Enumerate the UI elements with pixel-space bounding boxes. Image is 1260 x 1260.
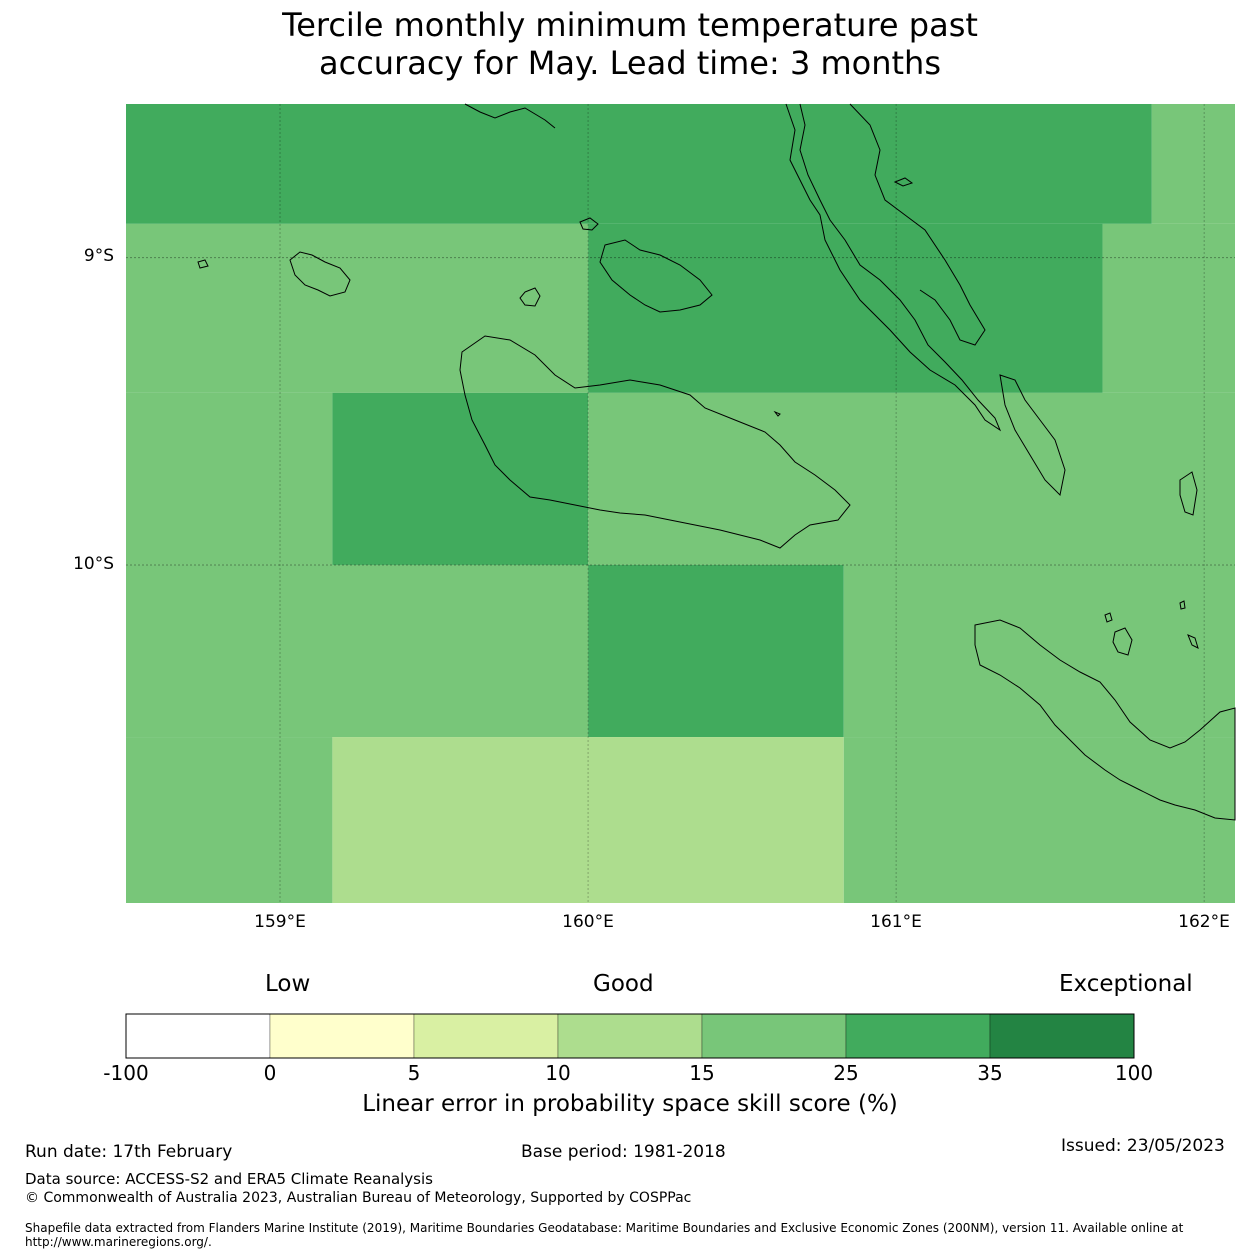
coastlines [197, 103, 1236, 821]
grid-cell [1151, 104, 1235, 224]
colorbar-tick: 10 [545, 1061, 571, 1085]
coastline-guadalcanal [459, 335, 851, 549]
colorbar-tick: -100 [103, 1061, 149, 1085]
colorbar-bin [989, 1013, 1135, 1059]
run-date: Run date: 17th February [25, 1142, 233, 1162]
colorbar-bin [557, 1013, 703, 1059]
coastline-san-jorge [999, 374, 1066, 497]
grid-cell [332, 737, 844, 903]
grid-cell [126, 392, 333, 565]
base-period: Base period: 1981-2018 [521, 1142, 726, 1162]
grid-cell [332, 392, 589, 565]
category-low: Low [265, 971, 311, 997]
coastline-north-island [849, 103, 986, 346]
shapefile-credit-line-2: http://www.marineregions.org/. [25, 1235, 212, 1249]
copyright: © Commonwealth of Australia 2023, Austra… [25, 1190, 692, 1206]
issued-date: Issued: 23/05/2023 [1061, 1136, 1225, 1156]
coastline-santa-isabel [785, 103, 1002, 432]
coastline-islet-6 [464, 103, 556, 129]
grid-cell [843, 564, 1235, 738]
colorbar-tick: 35 [977, 1061, 1003, 1085]
lat-label-9s: 9°S [83, 246, 114, 266]
coastline-small-malaita [1179, 471, 1198, 516]
lon-label-159e: 159°E [254, 912, 306, 932]
grid-cell [588, 564, 844, 738]
coastline-florida-islands [599, 239, 713, 313]
coastline-islet-3 [1187, 634, 1199, 649]
grid-cell [126, 737, 333, 903]
coastline-ulawa [1112, 627, 1133, 656]
colorbar-tick: 15 [689, 1061, 715, 1085]
coastline-islet-4 [579, 217, 599, 231]
colorbar-label: Linear error in probability space skill … [362, 1091, 898, 1117]
shapefile-credit: Shapefile data extracted from Flanders M… [25, 1221, 1245, 1249]
grid-cell [1102, 223, 1235, 393]
graticule [126, 104, 1235, 903]
colorbar-bin [845, 1013, 991, 1059]
grid-cell [588, 392, 1235, 565]
colorbar-tick: 0 [263, 1061, 277, 1085]
colorbar-tick: 5 [407, 1061, 421, 1085]
map-title: Tercile monthly minimum temperature past… [0, 6, 1260, 82]
colorbar-tick: 100 [1114, 1061, 1154, 1085]
lon-label-162e: 162°E [1178, 912, 1230, 932]
colorbar-bin [413, 1013, 559, 1059]
coastline-savo [519, 287, 541, 307]
coastline-islet-2 [1179, 600, 1186, 610]
colorbar-frame [125, 1013, 1135, 1059]
coastline-islet-1 [1104, 612, 1113, 623]
colorbar-bin [125, 1013, 271, 1059]
grid-cell [126, 564, 589, 738]
colorbar-bin [269, 1013, 415, 1059]
category-exceptional: Exceptional [1059, 971, 1193, 997]
grid-cell [126, 104, 1152, 224]
title-line-2: accuracy for May. Lead time: 3 months [318, 44, 941, 82]
colorbar-bin [701, 1013, 847, 1059]
coastline-makira [974, 619, 1236, 821]
data-source: Data source: ACCESS-S2 and ERA5 Climate … [25, 1170, 433, 1188]
colorbar [125, 1013, 1135, 1059]
coastline-mbanika [197, 259, 209, 269]
coastline-russell-islands [289, 251, 351, 297]
lon-label-161e: 161°E [870, 912, 922, 932]
grid-cell [126, 223, 589, 393]
skill-grid [126, 104, 1235, 903]
shapefile-credit-line-1: Shapefile data extracted from Flanders M… [25, 1221, 1184, 1235]
category-good: Good [593, 971, 654, 997]
title-line-1: Tercile monthly minimum temperature past [282, 6, 978, 44]
coastline-islet-5 [893, 177, 914, 187]
colorbar-tick: 25 [833, 1061, 859, 1085]
lat-label-10s: 10°S [73, 554, 114, 574]
grid-cell [843, 737, 1235, 903]
grid-cell [588, 223, 1103, 393]
coastline-islet-7 [773, 410, 781, 417]
lon-label-160e: 160°E [562, 912, 614, 932]
